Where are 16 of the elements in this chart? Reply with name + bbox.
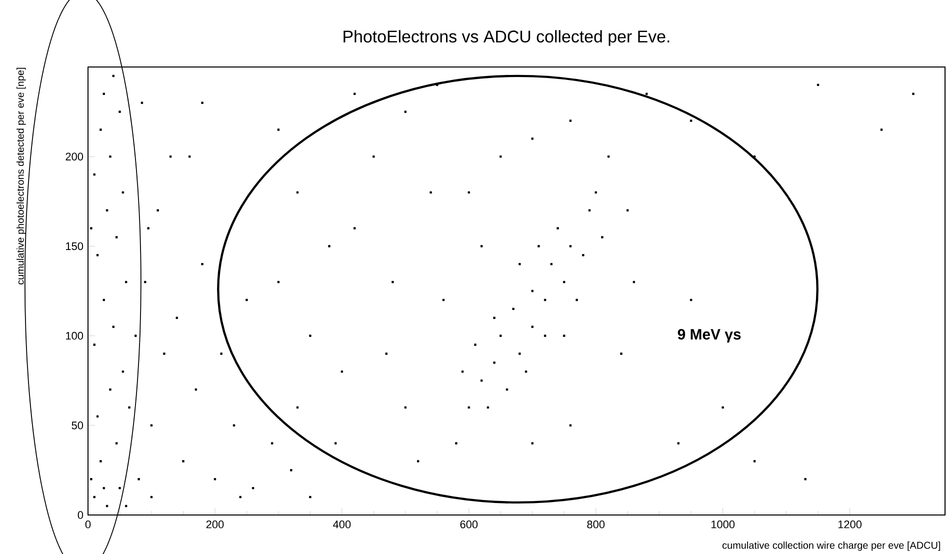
chart-title: PhotoElectrons vs ADCU collected per Eve. [344,30,670,46]
x-tick-label: 400 [333,520,351,528]
x-tick-label: 600 [460,520,478,528]
y-tick-label: 100 [66,332,84,340]
x-tick-label: 200 [206,520,224,528]
y-tick-label: 50 [72,422,84,430]
y-axis-title: cumulative photoelectrons detected per eve [npe] [16,68,26,284]
y-tick-label: 200 [66,152,84,160]
x-tick-label: 1200 [838,520,862,528]
x-tick-label: 0 [85,520,91,528]
annotation: 9 MeV γs [678,329,741,343]
x-axis-title: cumulative collection wire charge per eve [ADCU] [722,542,940,551]
x-tick-label: 800 [587,520,605,528]
x-tick-label: 1000 [711,520,735,528]
y-tick-label: 0 [78,511,84,519]
y-tick-label: 150 [66,242,84,250]
